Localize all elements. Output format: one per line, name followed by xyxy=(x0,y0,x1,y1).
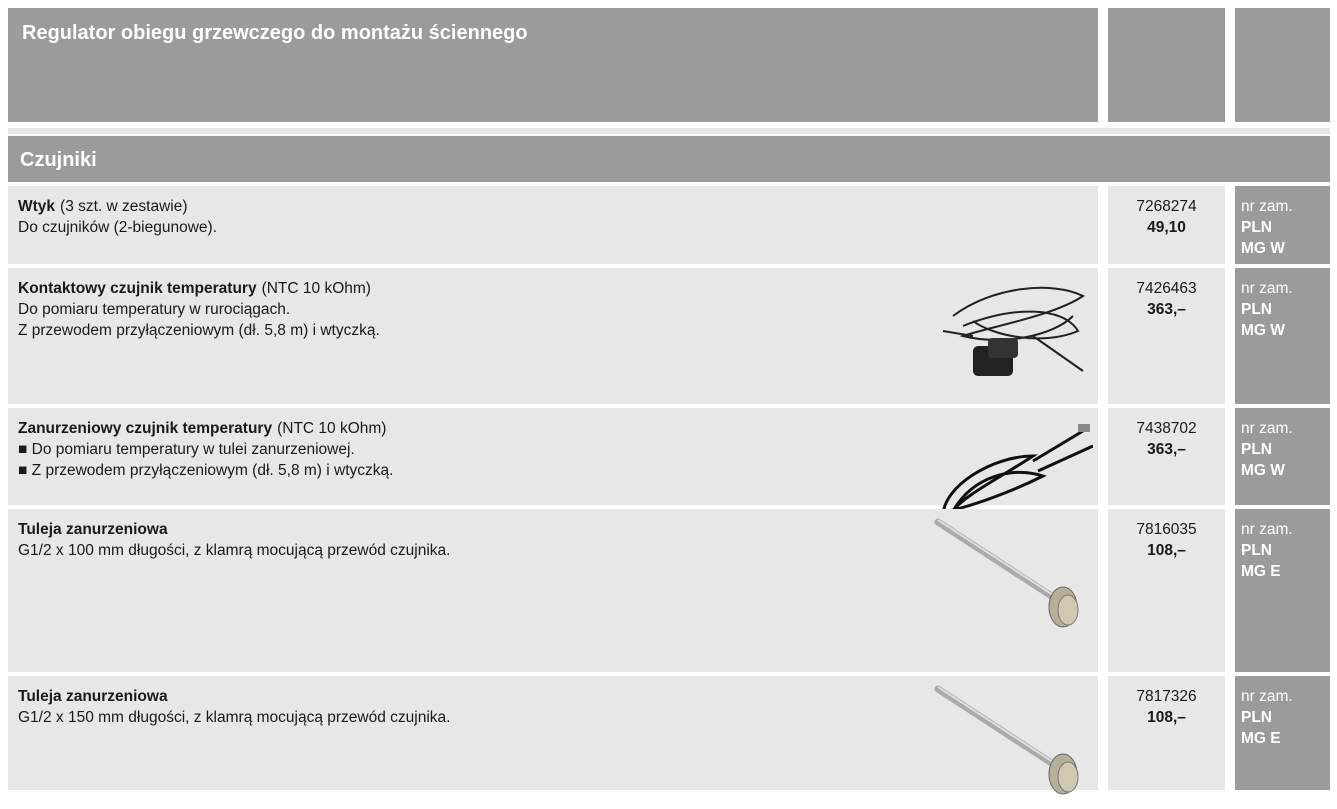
label-cell: nr zam. PLN MG E xyxy=(1235,676,1330,790)
unit-label: nr zam. xyxy=(1241,521,1293,538)
code-cell: 7268274 49,10 xyxy=(1108,186,1225,264)
unit-label: PLN xyxy=(1241,301,1272,318)
product-image xyxy=(933,684,1093,809)
unit-label: PLN xyxy=(1241,219,1272,236)
label-cell: nr zam. PLN MG W xyxy=(1235,268,1330,404)
unit-label: PLN xyxy=(1241,441,1272,458)
unit-label: nr zam. xyxy=(1241,420,1293,437)
product-name: Tuleja zanurzeniowa xyxy=(18,688,168,705)
row-heading: Kontaktowy czujnik temperatury (NTC 10 kO… xyxy=(18,278,380,299)
description-line: G1/2 x 150 mm długości, z klamrą mocując… xyxy=(18,709,451,726)
order-number: 7268274 xyxy=(1136,198,1197,215)
unit-label: MG W xyxy=(1241,240,1285,257)
row: Kontaktowy czujnik temperatury (NTC 10 kO… xyxy=(8,268,1098,404)
price: 108,– xyxy=(1147,709,1186,726)
row-text: Wtyk (3 szt. w zestawie) Do czujników (2-b… xyxy=(18,196,217,238)
row-text: Tuleja zanurzeniowa G1/2 x 150 mm długośc… xyxy=(18,686,450,728)
row-text: Zanurzeniowy czujnik temperatury (NTC 10 … xyxy=(18,418,393,481)
product-name: Wtyk xyxy=(18,198,56,215)
description-line: ■ Do pomiaru temperatury w tulei zanurze… xyxy=(18,441,355,458)
product-spec: (NTC 10 kOhm) xyxy=(261,280,371,297)
section-bar: Czujniki xyxy=(8,136,1330,182)
label-cell: nr zam. PLN MG E xyxy=(1235,509,1330,672)
product-image xyxy=(933,517,1093,642)
label-cell: nr zam. PLN MG W xyxy=(1235,186,1330,264)
product-spec: (NTC 10 kOhm) xyxy=(277,420,387,437)
row: Tuleja zanurzeniowa G1/2 x 150 mm długośc… xyxy=(8,676,1098,795)
label-cell: nr zam. PLN MG W xyxy=(1235,408,1330,505)
header-bar: Regulator obiegu grzewczego do montażu ś… xyxy=(8,8,1098,122)
product-name: Tuleja zanurzeniowa xyxy=(18,521,168,538)
row: Tuleja zanurzeniowa G1/2 x 100 mm długośc… xyxy=(8,509,1098,672)
divider xyxy=(8,128,1330,134)
order-number: 7438702 xyxy=(1136,420,1197,437)
row-heading: Wtyk (3 szt. w zestawie) xyxy=(18,196,217,217)
description-line: G1/2 x 100 mm długości, z klamrą mocując… xyxy=(18,542,451,559)
price: 49,10 xyxy=(1147,219,1186,236)
unit-label: MG W xyxy=(1241,462,1285,479)
unit-label: MG E xyxy=(1241,563,1281,580)
header-cell xyxy=(1235,8,1330,122)
product-name: Zanurzeniowy czujnik temperatury xyxy=(18,420,273,437)
description-line: Do czujników (2-biegunowe). xyxy=(18,219,218,236)
header-title: Regulator obiegu grzewczego do montażu ś… xyxy=(22,22,528,44)
description-line: Do pomiaru temperatury w rurociągach. xyxy=(18,301,291,318)
order-number: 7817326 xyxy=(1136,688,1197,705)
code-cell: 7816035 108,– xyxy=(1108,509,1225,672)
row-heading: Tuleja zanurzeniowa xyxy=(18,519,450,540)
code-cell: 7817326 108,– xyxy=(1108,676,1225,790)
row: Zanurzeniowy czujnik temperatury (NTC 10 … xyxy=(8,408,1098,517)
order-number: 7816035 xyxy=(1136,521,1197,538)
code-cell: 7426463 363,– xyxy=(1108,268,1225,404)
unit-label: MG E xyxy=(1241,730,1281,747)
product-name: Kontaktowy czujnik temperatury xyxy=(18,280,257,297)
unit-label: nr zam. xyxy=(1241,198,1293,215)
product-image xyxy=(933,276,1093,391)
row-text: Tuleja zanurzeniowa G1/2 x 100 mm długośc… xyxy=(18,519,450,561)
section-title: Czujniki xyxy=(20,149,97,171)
row: Wtyk (3 szt. w zestawie) Do czujników (2-b… xyxy=(8,186,1098,264)
row-text: Kontaktowy czujnik temperatury (NTC 10 kO… xyxy=(18,278,380,341)
description-line: Z przewodem przyłączeniowym (dł. 5,8 m) … xyxy=(18,322,380,339)
unit-label: PLN xyxy=(1241,709,1272,726)
unit-label: MG W xyxy=(1241,322,1285,339)
price: 108,– xyxy=(1147,542,1186,559)
row-heading: Zanurzeniowy czujnik temperatury (NTC 10 … xyxy=(18,418,393,439)
description-line: ■ Z przewodem przyłączeniowym (dł. 5,8 m… xyxy=(18,462,394,479)
product-spec: (3 szt. w zestawie) xyxy=(60,198,188,215)
unit-label: nr zam. xyxy=(1241,688,1293,705)
unit-label: nr zam. xyxy=(1241,280,1293,297)
code-cell: 7438702 363,– xyxy=(1108,408,1225,505)
price: 363,– xyxy=(1147,301,1186,318)
unit-label: PLN xyxy=(1241,542,1272,559)
order-number: 7426463 xyxy=(1136,280,1197,297)
header-cell xyxy=(1108,8,1225,122)
row-heading: Tuleja zanurzeniowa xyxy=(18,686,450,707)
price: 363,– xyxy=(1147,441,1186,458)
